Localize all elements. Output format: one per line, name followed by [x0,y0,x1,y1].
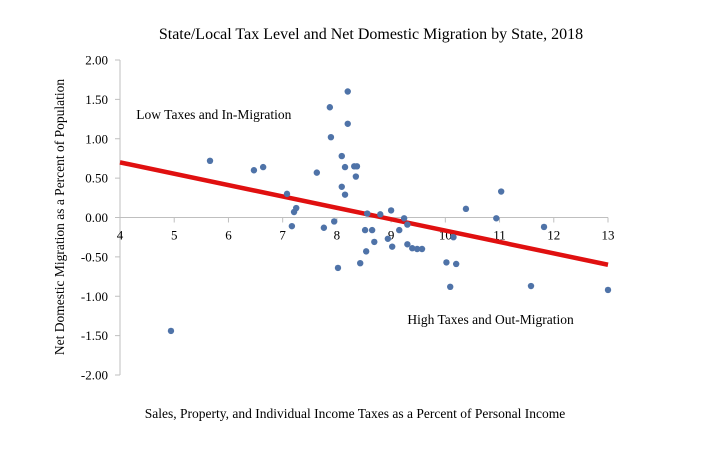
x-tick-label: 5 [171,228,178,243]
data-point [377,211,384,218]
data-point [344,88,351,95]
data-point [330,218,338,225]
data-point [327,133,335,141]
y-tick-label: 1.00 [85,131,108,146]
y-tick-label: 1.50 [85,92,108,107]
data-point [259,163,267,171]
y-tick-label: -1.00 [81,289,108,304]
y-tick-label: 0.00 [85,210,108,225]
annotation-low-taxes: Low Taxes and In-Migration [136,107,291,122]
data-point [341,191,349,198]
x-tick-label: 13 [602,228,615,243]
x-tick-label: 7 [279,228,286,243]
x-tick-label: 12 [547,228,560,243]
data-point [368,226,376,234]
data-point [338,152,345,160]
data-point [167,327,175,335]
data-point [409,245,416,252]
data-point [462,205,470,213]
y-axis: 2.00 1.50 1.00 0.50 0.00 -0.50 -1.00 -1.50 -2.00 [81,53,121,383]
data-point [413,245,421,253]
data-point [250,167,258,174]
data-point [353,163,361,170]
data-point [326,104,334,111]
y-tick-label: 0.50 [85,171,108,186]
x-tick-label: 11 [493,228,506,243]
data-point [290,208,298,216]
data-point [540,223,548,231]
data-point [361,226,369,234]
chart-title: State/Local Tax Level and Net Domestic M… [159,26,583,43]
y-tick-label: -2.00 [81,368,108,383]
data-point [404,221,411,228]
data-point [404,241,411,248]
data-point [452,260,460,268]
data-point [443,259,450,266]
data-point [364,210,371,217]
data-point [313,169,321,176]
x-axis: 4 5 6 7 8 9 10 11 12 13 [117,217,615,243]
data-point [334,264,342,272]
data-point [288,222,296,230]
trendline [119,160,609,267]
data-point [388,243,396,250]
data-point [352,173,360,180]
y-axis-label: Net Domestic Migration as a Percent of P… [52,79,67,356]
data-point [604,286,612,294]
x-tick-label: 8 [334,228,341,243]
data-point [400,215,408,222]
data-point [387,207,395,214]
data-point [447,283,454,290]
data-point [320,224,328,231]
data-point [357,259,364,267]
x-tick-label: 4 [117,228,124,243]
x-tick-label: 9 [388,228,395,243]
annotations-layer: Low Taxes and In-Migration High Taxes and… [136,107,574,327]
y-tick-label: 2.00 [85,53,108,68]
x-tick-label: 6 [225,228,232,243]
data-point [344,120,351,127]
data-point [206,157,214,164]
annotation-high-taxes: High Taxes and Out-Migration [407,312,574,327]
data-point [338,183,345,190]
y-tick-label: -0.50 [81,249,108,264]
data-point [493,215,500,222]
data-point [450,233,457,241]
data-point [384,235,392,242]
data-point [497,188,505,195]
points-layer [167,88,612,335]
data-point [341,163,349,171]
y-tick-label: -1.50 [81,328,108,343]
data-point [283,190,291,198]
x-axis-label: Sales, Property, and Individual Income T… [145,406,565,421]
data-point [527,282,535,290]
data-point [396,226,403,234]
data-point [362,248,370,255]
data-point [371,238,378,246]
trendline-layer [119,160,609,267]
data-point [418,245,426,253]
